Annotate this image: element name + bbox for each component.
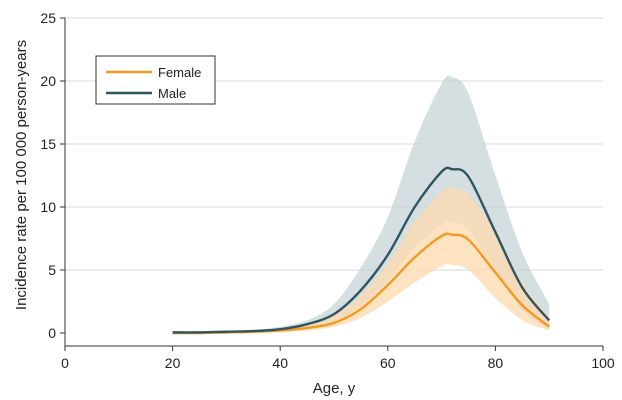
axes	[60, 17, 604, 351]
legend-label-female: Female	[158, 65, 201, 80]
y-tick-label-25: 25	[40, 10, 56, 26]
y-tick-label-20: 20	[40, 73, 56, 89]
x-tick-label-60: 60	[380, 355, 396, 371]
x-tick-label-20: 20	[165, 355, 181, 371]
x-tick-label-40: 40	[272, 355, 288, 371]
legend-box	[95, 55, 216, 105]
x-tick-label-100: 100	[591, 355, 615, 371]
y-tick-label-15: 15	[40, 136, 56, 152]
band-male	[172, 75, 550, 334]
line-male	[172, 166, 551, 334]
legend: Female Male	[95, 55, 216, 105]
legend-label-male: Male	[158, 86, 186, 101]
tick-labels: 0 20 40 60 80 100 0 5 10 15 20 25	[40, 10, 614, 371]
band-female	[172, 187, 550, 335]
x-tick-label-80: 80	[488, 355, 504, 371]
y-tick-label-10: 10	[40, 199, 56, 215]
y-axis-title: Incidence rate per 100 000 person-years	[13, 40, 30, 310]
x-tick-label-0: 0	[61, 355, 69, 371]
x-axis-title: Age, y	[313, 380, 356, 397]
y-tick-label-0: 0	[48, 325, 56, 341]
series-lines	[172, 166, 551, 335]
y-tick-label-5: 5	[48, 262, 56, 278]
confidence-bands	[172, 75, 550, 335]
